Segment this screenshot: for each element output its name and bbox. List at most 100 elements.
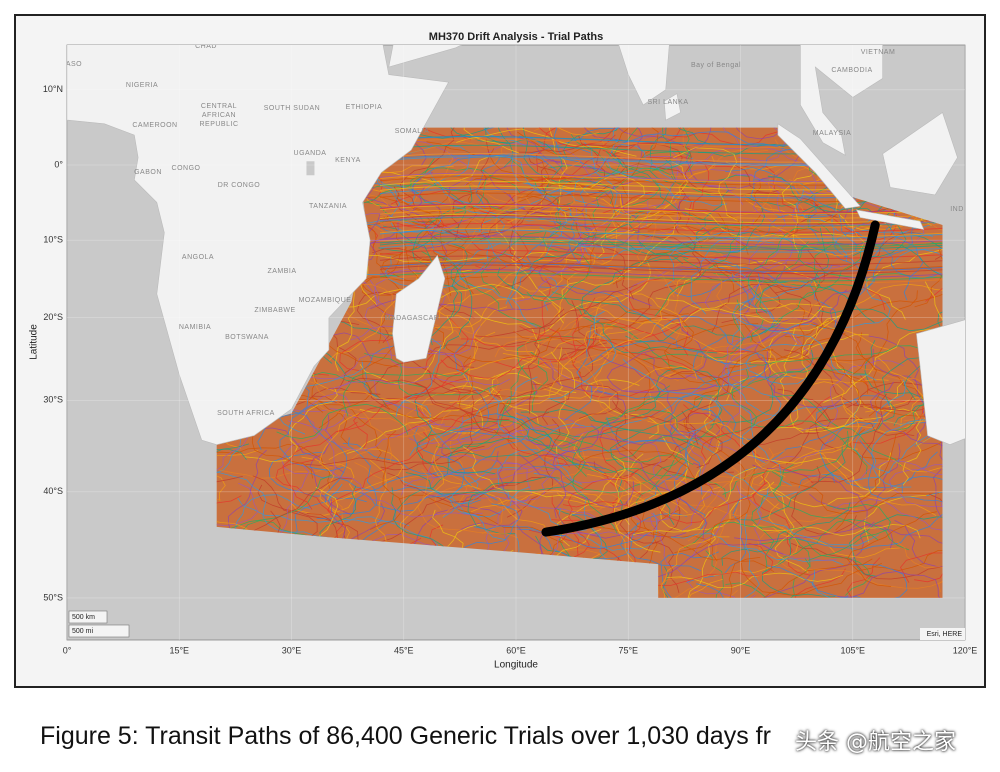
- x-tick-label: 120°E: [953, 645, 978, 655]
- place-label: ASO: [66, 61, 82, 68]
- drift-path: [745, 343, 819, 385]
- drift-path: [811, 568, 858, 598]
- drift-path: [373, 268, 446, 316]
- drift-path: [359, 316, 454, 386]
- drift-path: [846, 511, 937, 587]
- drift-path: [601, 149, 768, 177]
- drift-path: [305, 445, 485, 466]
- drift-path: [565, 456, 726, 498]
- drift-path: [519, 325, 693, 370]
- drift-path: [741, 562, 883, 596]
- drift-path: [535, 127, 656, 148]
- drift-path: [497, 267, 652, 320]
- drift-path: [871, 419, 943, 488]
- drift-path: [625, 316, 783, 343]
- drift-path: [379, 255, 943, 266]
- scale-label: 500 mi: [72, 628, 93, 635]
- drift-path: [754, 317, 818, 403]
- drift-path: [475, 127, 599, 137]
- drift-path: [635, 182, 729, 269]
- drift-path: [405, 472, 575, 495]
- place-label: CENTRAL: [201, 103, 237, 110]
- drift-path: [612, 127, 672, 180]
- drift-path: [473, 525, 648, 549]
- drift-path: [364, 353, 500, 396]
- drift-path: [622, 359, 721, 434]
- drift-path: [493, 297, 596, 370]
- drift-path: [581, 254, 689, 321]
- drift-path: [429, 243, 468, 346]
- map-annotations: 0° 15°E 30°E 45°E 60°E 75°E 90°E 105°E 120°E 10°N…: [43, 84, 977, 655]
- drift-path: [749, 345, 935, 366]
- drift-path: [924, 281, 943, 376]
- drift-path: [752, 523, 921, 539]
- drift-path: [794, 381, 929, 425]
- drift-path: [562, 501, 642, 574]
- drift-path: [610, 431, 675, 526]
- drift-path: [755, 277, 890, 351]
- place-label: CAMBODIA: [831, 67, 872, 74]
- drift-path: [433, 485, 566, 511]
- place-label: SOUTH AFRICA: [217, 410, 275, 417]
- drift-path: [777, 518, 910, 565]
- place-label: Bay of Bengal: [691, 62, 741, 69]
- drift-path: [414, 399, 496, 475]
- drift-path: [379, 229, 943, 239]
- drift-path: [564, 350, 670, 421]
- drift-path: [859, 439, 943, 512]
- place-label: KENYA: [335, 157, 361, 164]
- drift-path: [485, 461, 533, 555]
- drift-path: [429, 171, 582, 223]
- drift-path: [379, 249, 943, 260]
- drift-path: [814, 403, 933, 450]
- drift-path: [853, 379, 907, 474]
- drift-path: [635, 411, 722, 510]
- drift-path: [871, 549, 943, 598]
- drift-path: [606, 416, 703, 495]
- drift-path: [399, 436, 445, 540]
- drift-path: [463, 127, 529, 154]
- place-label: CHAD: [195, 43, 217, 50]
- drift-path: [420, 250, 546, 330]
- drift-path: [581, 306, 747, 356]
- drift-path: [399, 127, 472, 207]
- drift-path: [736, 318, 877, 381]
- drift-path: [437, 357, 612, 389]
- place-label: GABON: [134, 169, 162, 176]
- drift-path: [279, 400, 344, 472]
- drift-path: [542, 175, 645, 220]
- drift-path: [610, 127, 740, 154]
- drift-path: [627, 237, 702, 329]
- drift-path: [660, 551, 719, 598]
- drift-path: [791, 466, 857, 535]
- drift-path: [567, 586, 703, 598]
- land: [663, 93, 681, 121]
- drift-path: [379, 204, 943, 215]
- map-layers: NIGERIA CHAD CENTRAL AFRICAN REPUBLIC SOUTH S…: [66, 43, 965, 640]
- drift-path: [379, 235, 943, 246]
- drift-path: [832, 563, 908, 598]
- drift-path: [852, 369, 943, 444]
- drift-path: [328, 483, 440, 553]
- drift-path: [725, 582, 884, 598]
- drift-path: [458, 451, 523, 531]
- drift-path: [539, 526, 687, 556]
- drift-path: [216, 448, 247, 466]
- drift-path: [615, 445, 708, 539]
- drift-path: [604, 222, 743, 257]
- drift-path: [642, 536, 730, 598]
- x-tick-label: 30°E: [282, 645, 302, 655]
- drift-path: [670, 533, 844, 566]
- drift-path: [319, 412, 359, 512]
- drift-path: [487, 324, 598, 398]
- place-label: ETHIOPIA: [346, 104, 383, 111]
- drift-path: [600, 355, 703, 439]
- drift-path: [757, 488, 879, 546]
- drift-path: [766, 565, 932, 598]
- place-label: BOTSWANA: [225, 334, 269, 341]
- scale-label: 500 km: [72, 614, 95, 621]
- drift-path: [379, 261, 943, 271]
- drift-path: [481, 450, 586, 534]
- drift-path: [627, 349, 774, 384]
